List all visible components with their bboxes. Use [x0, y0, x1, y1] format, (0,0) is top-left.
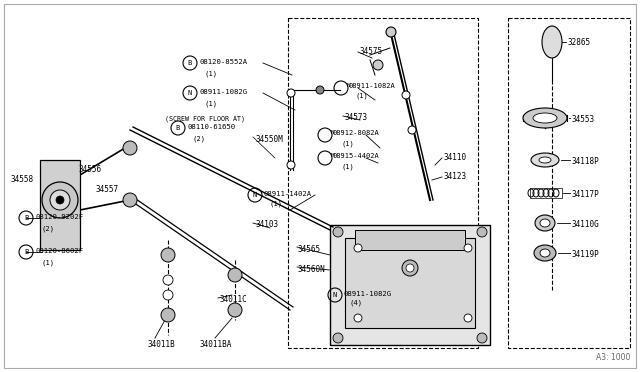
Ellipse shape	[539, 157, 551, 163]
Text: 08120-9202F: 08120-9202F	[35, 214, 83, 220]
Circle shape	[354, 314, 362, 322]
Circle shape	[408, 126, 416, 134]
Circle shape	[161, 308, 175, 322]
Text: 34123: 34123	[444, 172, 467, 181]
Text: 34553: 34553	[572, 115, 595, 124]
Text: (1): (1)	[205, 100, 218, 106]
Text: (1): (1)	[41, 259, 54, 266]
Text: 08120-8602F: 08120-8602F	[35, 248, 83, 254]
Circle shape	[386, 27, 396, 37]
Text: 34575: 34575	[360, 47, 383, 56]
Ellipse shape	[540, 219, 550, 227]
Circle shape	[333, 227, 343, 237]
Text: 34117P: 34117P	[572, 190, 600, 199]
Text: 34119P: 34119P	[572, 250, 600, 259]
Text: 08911-1082G: 08911-1082G	[344, 291, 392, 297]
Text: (SCREW FOR FLOOR AT): (SCREW FOR FLOOR AT)	[165, 115, 245, 122]
Bar	[330, 225, 490, 345]
Text: 34558: 34558	[10, 175, 33, 184]
Circle shape	[123, 141, 137, 155]
Text: 34011B: 34011B	[148, 340, 176, 349]
Text: 08911-1082A: 08911-1082A	[349, 83, 396, 89]
Text: 34556: 34556	[78, 165, 101, 174]
Text: (1): (1)	[342, 163, 355, 170]
Circle shape	[373, 60, 383, 70]
Text: 34565: 34565	[298, 245, 321, 254]
Circle shape	[42, 182, 78, 218]
Circle shape	[56, 196, 64, 204]
Text: 08912-8082A: 08912-8082A	[333, 130, 380, 136]
Text: A3: 1000: A3: 1000	[596, 353, 630, 362]
Circle shape	[464, 314, 472, 322]
Circle shape	[228, 303, 242, 317]
Text: 34011BA: 34011BA	[200, 340, 232, 349]
Text: 34103: 34103	[255, 220, 278, 229]
Circle shape	[406, 264, 414, 272]
Ellipse shape	[523, 108, 567, 128]
Text: N: N	[188, 90, 192, 96]
Text: M: M	[331, 153, 335, 157]
Text: 32865: 32865	[568, 38, 591, 47]
Circle shape	[354, 244, 362, 252]
Circle shape	[287, 161, 295, 169]
Text: (2): (2)	[193, 135, 206, 141]
Circle shape	[464, 244, 472, 252]
Circle shape	[402, 91, 410, 99]
Circle shape	[50, 190, 70, 210]
Text: (1): (1)	[205, 70, 218, 77]
Ellipse shape	[531, 153, 559, 167]
Bar	[508, 18, 630, 348]
Text: 08110-61650: 08110-61650	[187, 124, 235, 130]
Text: 34110: 34110	[444, 153, 467, 162]
Circle shape	[228, 268, 242, 282]
Text: 34573: 34573	[345, 113, 368, 122]
Circle shape	[287, 89, 295, 97]
Text: 34557: 34557	[95, 185, 118, 194]
Circle shape	[161, 248, 175, 262]
Ellipse shape	[535, 215, 555, 231]
Text: 34110G: 34110G	[572, 220, 600, 229]
Bar	[530, 188, 562, 198]
Text: B: B	[24, 249, 28, 255]
Text: N: N	[347, 83, 351, 87]
Circle shape	[316, 86, 324, 94]
Circle shape	[163, 290, 173, 300]
Text: 34011C: 34011C	[220, 295, 248, 304]
Circle shape	[477, 227, 487, 237]
Text: (1): (1)	[356, 92, 369, 99]
Text: (2): (2)	[41, 225, 54, 231]
Text: 34550M: 34550M	[255, 135, 283, 144]
Ellipse shape	[534, 245, 556, 261]
Bar	[40, 160, 80, 250]
Text: N: N	[331, 129, 335, 135]
Text: B: B	[24, 215, 28, 221]
Bar	[345, 238, 475, 328]
Text: (1): (1)	[270, 200, 283, 206]
Text: 34560N: 34560N	[298, 265, 326, 274]
Circle shape	[123, 193, 137, 207]
Circle shape	[333, 333, 343, 343]
Text: 08120-8552A: 08120-8552A	[199, 59, 247, 65]
Text: 08915-4402A: 08915-4402A	[333, 153, 380, 159]
Bar	[288, 18, 478, 348]
Text: 08911-1402A: 08911-1402A	[264, 191, 312, 197]
Ellipse shape	[533, 113, 557, 123]
Text: N: N	[253, 192, 257, 198]
Text: B: B	[188, 60, 192, 66]
Text: (4): (4)	[350, 300, 363, 307]
Text: 34118P: 34118P	[572, 157, 600, 166]
Ellipse shape	[540, 249, 550, 257]
Circle shape	[402, 260, 418, 276]
Text: 08911-1082G: 08911-1082G	[199, 89, 247, 95]
Circle shape	[477, 333, 487, 343]
Bar	[355, 230, 465, 250]
Ellipse shape	[542, 26, 562, 58]
Circle shape	[163, 275, 173, 285]
Text: (1): (1)	[342, 140, 355, 147]
Text: B: B	[176, 125, 180, 131]
Text: N: N	[333, 292, 337, 298]
